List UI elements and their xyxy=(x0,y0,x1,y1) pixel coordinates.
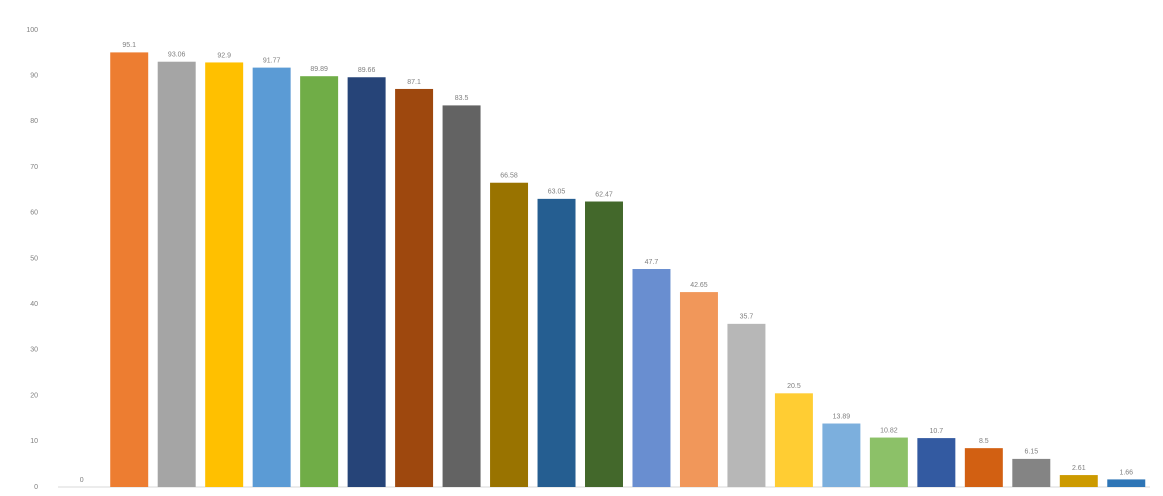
data-label: 10.7 xyxy=(930,428,944,435)
y-tick-label: 20 xyxy=(30,392,38,399)
bar xyxy=(490,182,529,487)
bar xyxy=(157,61,196,488)
data-label: 8.5 xyxy=(979,438,989,445)
data-label: 89.89 xyxy=(310,66,328,73)
bar xyxy=(964,448,1003,487)
data-label: 89.66 xyxy=(358,67,376,74)
bar xyxy=(822,423,861,487)
data-label: 6.15 xyxy=(1024,449,1038,456)
y-tick-label: 30 xyxy=(30,347,38,354)
data-label: 95.1 xyxy=(122,42,136,49)
bar xyxy=(679,292,718,487)
y-tick-label: 10 xyxy=(30,438,38,445)
bar xyxy=(585,201,623,488)
data-label: 10.82 xyxy=(880,427,898,434)
y-tick-label: 80 xyxy=(30,118,38,125)
data-label: 91.77 xyxy=(263,57,281,64)
y-tick-label: 60 xyxy=(30,210,38,217)
y-tick-label: 90 xyxy=(30,73,38,80)
bar xyxy=(632,269,671,487)
bar xyxy=(1059,475,1098,487)
y-tick-label: 40 xyxy=(30,301,38,308)
data-label: 87.1 xyxy=(407,79,421,86)
bar xyxy=(395,88,434,487)
bar xyxy=(205,62,244,488)
data-label: 93.06 xyxy=(168,52,186,59)
y-tick-label: 50 xyxy=(30,255,38,262)
data-label: 83.5 xyxy=(455,95,469,102)
y-tick-label: 70 xyxy=(30,164,38,171)
bar xyxy=(1012,458,1051,487)
data-label: 63.05 xyxy=(548,189,566,196)
data-label: 35.7 xyxy=(740,314,754,321)
bar xyxy=(110,52,149,487)
y-tick-label: 100 xyxy=(26,27,38,34)
bar xyxy=(300,76,339,487)
bar xyxy=(869,437,908,487)
y-tick-label: 0 xyxy=(34,484,38,491)
data-label: 0 xyxy=(80,477,84,484)
data-label: 2.61 xyxy=(1072,465,1086,472)
bar xyxy=(442,105,481,487)
data-label: 20.5 xyxy=(787,383,801,390)
bar xyxy=(537,198,576,487)
data-label: 92.9 xyxy=(217,52,231,59)
bar xyxy=(252,67,291,488)
bar xyxy=(1107,479,1146,487)
data-label: 42.65 xyxy=(690,282,708,289)
data-label: 13.89 xyxy=(833,413,851,420)
bar xyxy=(917,438,956,487)
data-label: 62.47 xyxy=(595,191,613,198)
data-label: 66.58 xyxy=(500,173,518,180)
bar xyxy=(727,323,766,487)
data-label: 47.7 xyxy=(645,259,659,266)
bar xyxy=(774,393,813,487)
data-label: 1.66 xyxy=(1119,469,1133,476)
bar xyxy=(347,77,386,488)
